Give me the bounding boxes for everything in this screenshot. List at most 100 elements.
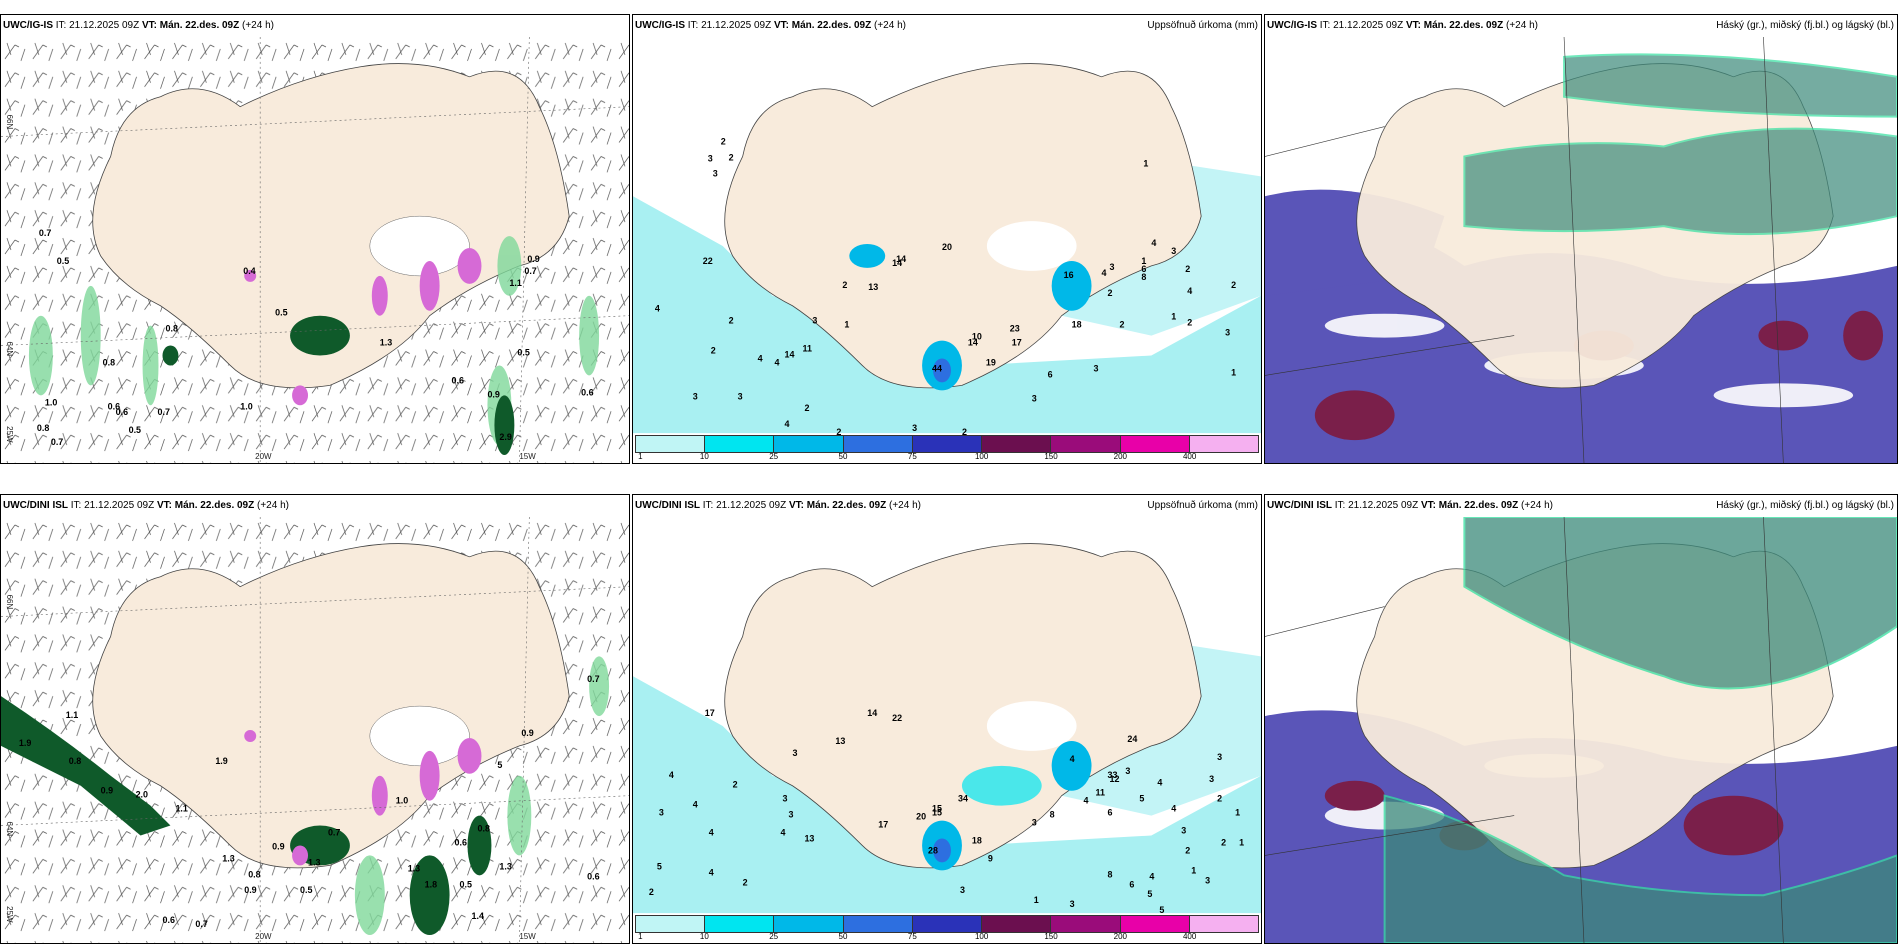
wind-label: 1.0 [396, 796, 408, 806]
wind-label: 0.7 [524, 266, 536, 276]
precip-value: 2 [1107, 288, 1112, 298]
colorbar-cell [1051, 436, 1121, 452]
precip-value: 2 [733, 780, 738, 790]
wind-label: 0.6 [455, 837, 467, 847]
panel-title: Uppsöfnuð úrkoma (mm) [1147, 500, 1258, 511]
precip-value: 4 [1151, 238, 1156, 248]
valid-time: Mán. 22.des. 09Z [1438, 500, 1519, 511]
precip-value: 2 [962, 427, 967, 437]
precip-value: 19 [986, 357, 996, 367]
model-name: UWC/DINI ISL [635, 500, 700, 511]
lat-label: 64N [5, 342, 14, 357]
lead-time: (+24 h) [242, 20, 274, 31]
wind-label: 0.8 [248, 869, 260, 879]
colorbar-cell [843, 436, 913, 452]
precip-value: 33 [1107, 770, 1117, 780]
wind-label: 0.5 [460, 879, 472, 889]
precip-value: 3 [792, 748, 797, 758]
panel-header: UWC/DINI ISL IT: 21.12.2025 09Z VT: Mán.… [1265, 495, 1897, 517]
precip-value: 3 [1032, 818, 1037, 828]
panel-clouds-bottom: UWC/DINI ISL IT: 21.12.2025 09Z VT: Mán.… [1264, 494, 1898, 944]
precip-value: 3 [1070, 899, 1075, 909]
precip-value: 3 [708, 153, 713, 163]
init-time: 21.12.2025 09Z [716, 500, 787, 511]
precip-value: 4 [781, 828, 786, 838]
precip-value: 1 [1235, 808, 1240, 818]
precip-value: 6 [1129, 879, 1134, 889]
precip-value: 14 [785, 350, 795, 360]
panel-header: UWC/IG-IS IT: 21.12.2025 09Z VT: Mán. 22… [3, 20, 274, 31]
model-name: UWC/DINI ISL [1267, 500, 1332, 511]
precip-value: 14 [867, 708, 877, 718]
lon-label: 15W [519, 932, 536, 941]
colorbar-tick: 200 [1113, 932, 1128, 941]
colorbar-tick: 75 [907, 932, 917, 941]
colorbar-tick: 200 [1113, 452, 1128, 461]
precip-value: 4 [1187, 286, 1192, 296]
colorbar-tick: 50 [838, 452, 848, 461]
precip-value: 2 [1221, 837, 1226, 847]
colorbar-cell [982, 916, 1052, 932]
lon-label: 15W [519, 452, 536, 461]
precip-value: 3 [713, 168, 718, 178]
init-time: 21.12.2025 09Z [69, 20, 140, 31]
wind-label: 0.4 [243, 266, 255, 276]
precip-value: 13 [835, 736, 845, 746]
precip-value: 3 [738, 391, 743, 401]
precip-value: 6 [1048, 369, 1053, 379]
wind-label: 0.8 [165, 324, 177, 334]
precip-value: 23 [1010, 324, 1020, 334]
lon-label: 20W [255, 932, 272, 941]
panel-wind-top: UWC/IG-IS IT: 21.12.2025 09Z VT: Mán. 22… [0, 14, 630, 464]
cloud-map-canvas [1265, 37, 1897, 463]
lat-label: 64N [5, 822, 14, 837]
precip-value: 14 [896, 254, 906, 264]
wind-label: 1.4 [472, 911, 484, 921]
wind-label: 1.3 [308, 857, 320, 867]
wind-label: 0.7 [158, 407, 170, 417]
precip-value: 1 [1141, 256, 1146, 266]
wind-label: 1.3 [408, 863, 420, 873]
precip-value: 11 [1096, 788, 1105, 798]
precip-value: 1 [1239, 837, 1244, 847]
wind-label: 0.5 [300, 885, 312, 895]
precip-value: 13 [804, 833, 814, 843]
precip-value: 2 [1187, 318, 1192, 328]
precip-value: 4 [1070, 754, 1075, 764]
colorbar-tick: 75 [907, 452, 917, 461]
colorbar-cell [636, 916, 706, 932]
precip-value: 4 [1084, 796, 1089, 806]
precip-value: 4 [669, 770, 674, 780]
precip-value: 18 [1072, 320, 1082, 330]
precip-value: 3 [1225, 328, 1230, 338]
valid-time: Mán. 22.des. 09Z [159, 20, 240, 31]
wind-map-canvas: 1.1 0.8 0.9 1.9 2.0 1.1 0.6 0.7 1.3 1.3 … [1, 517, 629, 943]
wind-label: 1.3 [380, 338, 392, 348]
valid-time: Mán. 22.des. 09Z [791, 20, 872, 31]
colorbar-cell [1189, 916, 1258, 932]
colorbar-tick: 10 [699, 932, 709, 941]
precip-value: 2 [1231, 280, 1236, 290]
colorbar-cell [1051, 916, 1121, 932]
precip-value: 1 [1034, 895, 1039, 905]
model-name: UWC/IG-IS [3, 20, 53, 31]
colorbar-cell [912, 436, 983, 452]
lon-label: 20W [255, 452, 272, 461]
panel-header: UWC/IG-IS IT: 21.12.2025 09Z VT: Mán. 22… [633, 15, 1261, 37]
model-name: UWC/IG-IS [1267, 20, 1317, 31]
precip-value: 3 [812, 316, 817, 326]
colorbar-tick: 400 [1182, 932, 1197, 941]
precip-value: 2 [729, 152, 734, 162]
colorbar-tick: 25 [769, 932, 779, 941]
lead-time: (+24 h) [1506, 20, 1538, 31]
precip-value: 20 [916, 812, 926, 822]
wind-label: 1.8 [425, 879, 437, 889]
wind-label: 0.7 [195, 919, 207, 929]
colorbar-tick: 1 [638, 932, 643, 941]
precip-value: 9 [988, 853, 993, 863]
precip-value: 10 [972, 332, 982, 342]
wind-label: 0.9 [487, 389, 499, 399]
wind-label: 0.7 [39, 228, 51, 238]
colorbar-tick: 150 [1044, 452, 1058, 461]
